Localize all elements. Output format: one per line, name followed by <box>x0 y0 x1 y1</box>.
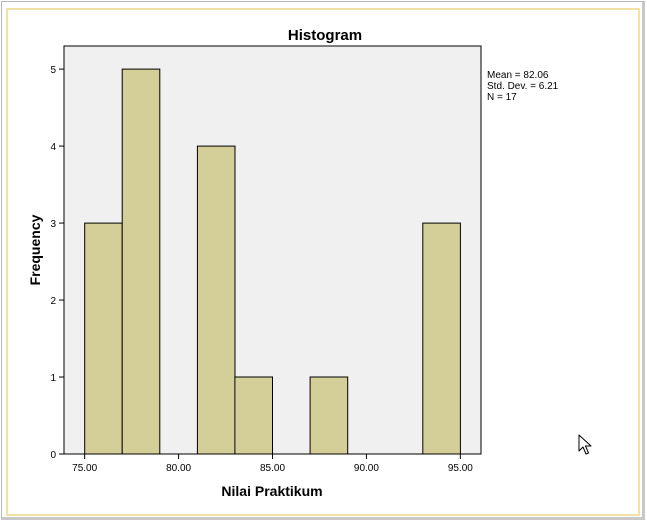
x-tick-label: 75.00 <box>72 463 97 474</box>
y-tick-label: 0 <box>50 450 56 461</box>
bar-group <box>84 68 461 455</box>
histogram-bar <box>121 68 161 455</box>
y-tick-label: 5 <box>50 65 56 76</box>
histogram-bar <box>422 222 461 455</box>
arrow-cursor-icon <box>578 434 592 455</box>
histogram-bar <box>196 145 236 455</box>
histogram-bar <box>309 376 349 455</box>
histogram-bar <box>84 222 123 455</box>
x-tick-label: 80.00 <box>166 463 191 474</box>
y-tick-label: 2 <box>50 296 56 307</box>
stat-std-dev: Std. Dev. = 6.21 <box>487 81 559 92</box>
histogram-bar <box>234 376 273 455</box>
x-tick-label: 90.00 <box>354 463 379 474</box>
x-tick-label: 85.00 <box>260 463 285 474</box>
y-axis: 0 1 2 3 4 5 <box>50 65 64 461</box>
stat-mean: Mean = 82.06 <box>487 70 549 81</box>
x-tick-label: 95.00 <box>448 463 473 474</box>
y-tick-label: 3 <box>50 219 56 230</box>
x-axis-label: Nilai Praktikum <box>221 483 322 499</box>
chart-title: Histogram <box>288 27 362 44</box>
x-axis: 75.00 80.00 85.00 90.00 95.00 <box>72 454 473 474</box>
y-axis-label: Frequency <box>27 214 43 285</box>
y-tick-label: 1 <box>50 373 56 384</box>
y-tick-label: 4 <box>50 142 56 153</box>
stat-n: N = 17 <box>487 92 517 103</box>
